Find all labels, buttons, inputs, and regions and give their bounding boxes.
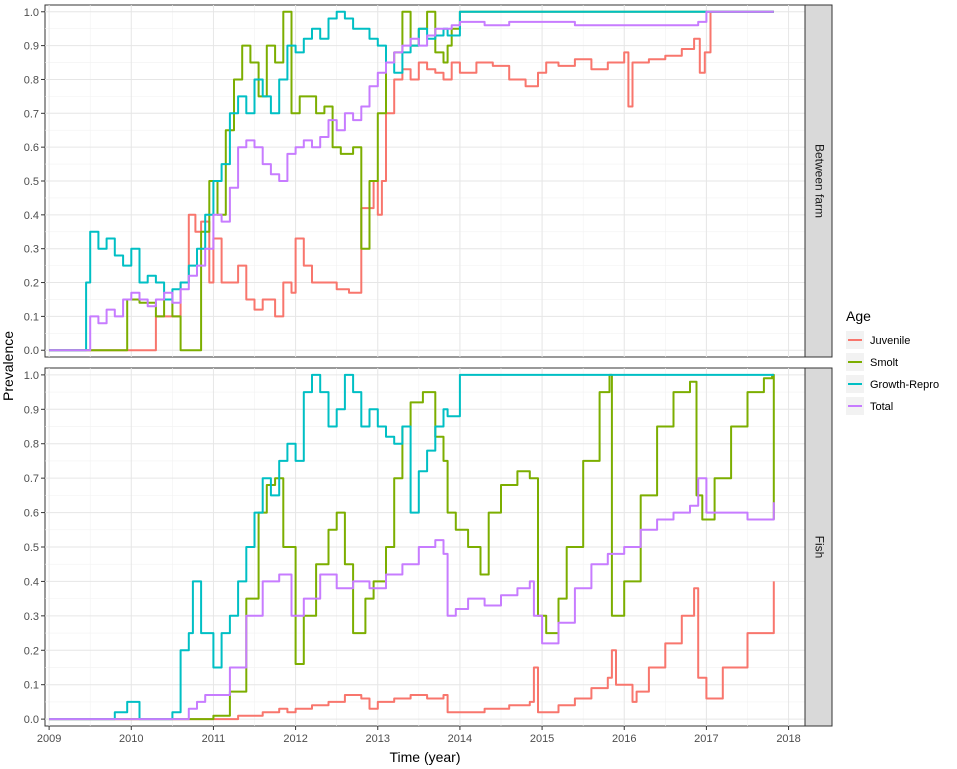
y-tick-label: 0.3: [24, 244, 39, 256]
y-tick-label: 0.1: [24, 680, 39, 692]
x-tick-label: 2017: [694, 733, 718, 745]
x-tick-label: 2009: [37, 733, 61, 745]
x-tick-label: 2013: [366, 733, 390, 745]
series-line-smolt: [49, 10, 774, 352]
y-tick-label: 0.6: [24, 142, 39, 154]
y-tick-label: 0.2: [24, 278, 39, 290]
series-line-smolt: [49, 373, 775, 721]
series-lines: [49, 373, 775, 721]
y-tick-label: 0.2: [24, 645, 39, 657]
legend-label-total: Total: [870, 401, 893, 413]
y-tick-label: 0.9: [24, 41, 39, 53]
y-tick-label: 0.0: [24, 714, 39, 726]
series-line-total: [49, 477, 775, 721]
y-axis-title: Prevalence: [0, 331, 16, 401]
y-axis-ticks: 0.0 0.1 0.2 0.3 0.4 0.5 0.6 0.7 0.8 0.9 1.0: [24, 370, 45, 726]
legend-items: Juvenile Smolt Growth-Repro Total: [846, 331, 939, 415]
y-tick-label: 0.7: [24, 473, 39, 485]
series-line-juvenile: [49, 581, 775, 721]
x-tick-label: 2012: [283, 733, 307, 745]
strip-background: [804, 367, 833, 727]
y-tick-label: 0.6: [24, 508, 39, 520]
y-tick-label: 0.8: [24, 439, 39, 451]
series-line-growth-repro: [49, 373, 774, 721]
y-tick-label: 1.0: [24, 370, 39, 382]
y-tick-label: 1.0: [24, 7, 39, 19]
series-line-juvenile: [49, 10, 774, 352]
x-tick-label: 2011: [202, 733, 226, 745]
strip-background: [804, 4, 833, 358]
y-tick-label: 0.3: [24, 611, 39, 623]
strip-label: Between farm: [812, 144, 826, 218]
x-tick-label: 2015: [530, 733, 554, 745]
legend-label-smolt: Smolt: [870, 357, 898, 369]
y-tick-label: 0.9: [24, 404, 39, 416]
y-tick-label: 0.4: [24, 576, 39, 588]
legend-label-juvenile: Juvenile: [870, 335, 910, 347]
minor-grid: [45, 368, 805, 726]
panel-between-farm: 0.0 0.1 0.2 0.3 0.4 0.5 0.6 0.7 0.8 0.9 1.0 Betwee…: [24, 4, 833, 358]
strip-label: Fish: [812, 536, 826, 559]
y-tick-label: 0.8: [24, 74, 39, 86]
y-tick-label: 0.5: [24, 542, 39, 554]
y-tick-label: 0.1: [24, 311, 39, 323]
y-axis-ticks: 0.0 0.1 0.2 0.3 0.4 0.5 0.6 0.7 0.8 0.9 1.0: [24, 7, 45, 357]
y-tick-label: 0.4: [24, 210, 39, 222]
series-lines: [49, 10, 774, 352]
series-line-total: [49, 10, 774, 352]
y-tick-label: 0.0: [24, 345, 39, 357]
legend-label-growth-repro: Growth-Repro: [870, 379, 939, 391]
x-tick-label: 2010: [119, 733, 143, 745]
y-tick-label: 0.5: [24, 176, 39, 188]
x-tick-label: 2018: [776, 733, 800, 745]
series-line-growth-repro: [49, 10, 774, 352]
legend-title: Age: [846, 308, 871, 324]
panel-fish: 0.0 0.1 0.2 0.3 0.4 0.5 0.6 0.7 0.8 0.9 1.0 Fish: [24, 367, 833, 727]
x-tick-label: 2014: [448, 733, 472, 745]
x-tick-label: 2016: [612, 733, 636, 745]
x-axis-title: Time (year): [389, 749, 460, 765]
y-tick-label: 0.7: [24, 108, 39, 120]
x-axis-ticks: 2009 2010 2011 2012 2013 2014 2015 2016 2017 2018: [37, 726, 801, 745]
legend: Age Juvenile Smolt Growth-Repro Total: [846, 308, 939, 415]
